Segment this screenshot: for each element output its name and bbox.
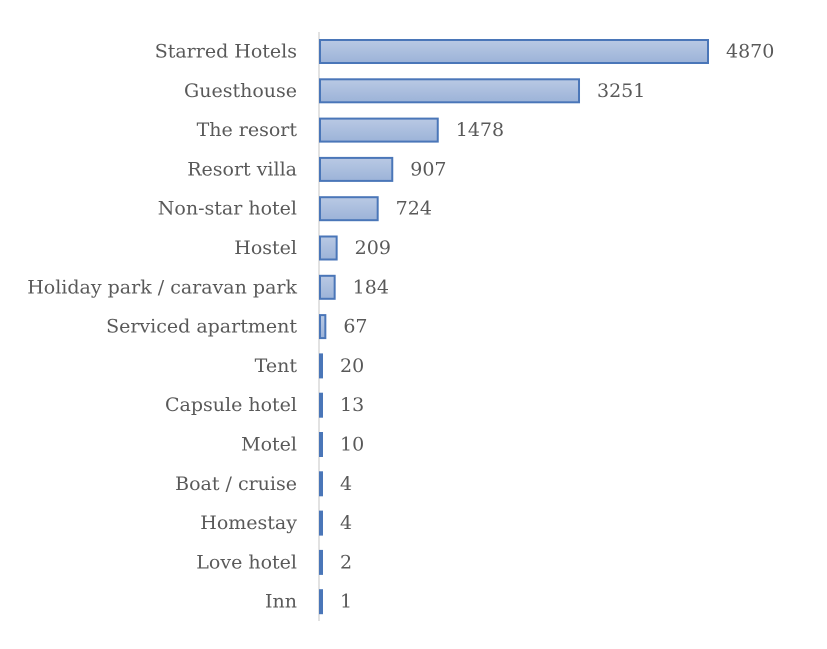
category-label: Homestay (200, 512, 297, 534)
bar (319, 156, 394, 182)
data-label: 67 (343, 316, 367, 338)
data-label: 20 (340, 355, 364, 377)
category-label: Love hotel (196, 551, 297, 573)
bar (319, 78, 581, 104)
bar (319, 274, 336, 300)
bar (319, 432, 323, 457)
category-label: Tent (255, 355, 298, 377)
data-label: 4 (340, 473, 352, 495)
bar (319, 392, 323, 418)
data-label: 4 (340, 512, 352, 534)
bar (319, 589, 323, 615)
data-label: 209 (355, 237, 391, 259)
data-label: 3251 (597, 80, 645, 102)
bar (319, 117, 439, 143)
bar (319, 235, 338, 261)
data-label: 724 (396, 198, 432, 220)
data-label: 907 (410, 158, 446, 180)
category-label: Serviced apartment (106, 316, 297, 338)
category-label: Boat / cruise (175, 473, 297, 495)
data-label: 2 (340, 551, 352, 573)
bar-series (319, 39, 709, 615)
category-label: Starred Hotels (155, 41, 297, 63)
bar (319, 39, 709, 64)
category-label: Motel (241, 434, 297, 456)
category-label: Guesthouse (184, 80, 297, 102)
category-labels: Starred Hotels Guesthouse The resort Resort… (27, 41, 297, 613)
data-label: 4870 (726, 41, 774, 63)
data-label: 1 (340, 591, 352, 613)
category-label: Inn (265, 591, 297, 613)
data-label: 13 (340, 394, 364, 416)
category-label: Capsule hotel (165, 394, 297, 416)
data-label: 10 (340, 434, 364, 456)
bar (319, 510, 323, 536)
bar (319, 549, 323, 575)
category-label: Holiday park / caravan park (27, 276, 297, 298)
category-label: Hostel (234, 237, 297, 259)
bar (319, 353, 323, 379)
category-label: The resort (197, 119, 298, 141)
category-label: Non-star hotel (158, 198, 297, 220)
bar (319, 314, 327, 340)
data-label: 184 (353, 276, 389, 298)
bar (319, 471, 323, 497)
category-label: Resort villa (187, 158, 297, 180)
data-label: 1478 (456, 119, 504, 141)
bar (319, 196, 379, 222)
